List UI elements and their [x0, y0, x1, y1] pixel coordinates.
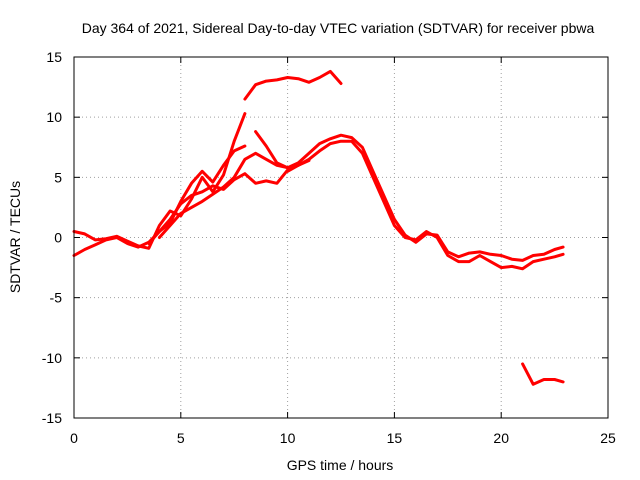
y-axis-label: SDTVAR / TECUs [7, 181, 23, 293]
series-trace-3 [147, 168, 290, 245]
series-trace-7 [243, 69, 343, 101]
chart-title: Day 364 of 2021, Sidereal Day-to-day VTE… [82, 20, 595, 36]
series-trace-5 [254, 130, 565, 262]
x-axis-label: GPS time / hours [287, 457, 394, 473]
y-tick-label: 0 [54, 230, 62, 246]
x-tick-label: 15 [387, 430, 403, 446]
x-tick-label: 5 [177, 430, 185, 446]
x-tick-label: 0 [70, 430, 78, 446]
series-group [72, 69, 565, 386]
y-tick-label: -10 [42, 350, 62, 366]
x-tick-label: 20 [493, 430, 509, 446]
y-axis: -15 -10 -5 0 5 10 15 [42, 49, 608, 426]
grid [74, 57, 608, 418]
y-tick-label: 15 [46, 49, 62, 65]
series-trace-6 [286, 139, 565, 271]
y-tick-label: 10 [46, 109, 62, 125]
x-axis: 0 5 10 15 20 25 [70, 57, 616, 446]
y-tick-label: 5 [54, 169, 62, 185]
series-trace-1 [72, 112, 247, 250]
series-trace-8 [521, 362, 565, 386]
x-tick-label: 25 [600, 430, 616, 446]
x-tick-label: 10 [280, 430, 296, 446]
y-tick-label: -5 [50, 290, 63, 306]
y-tick-label: -15 [42, 410, 62, 426]
